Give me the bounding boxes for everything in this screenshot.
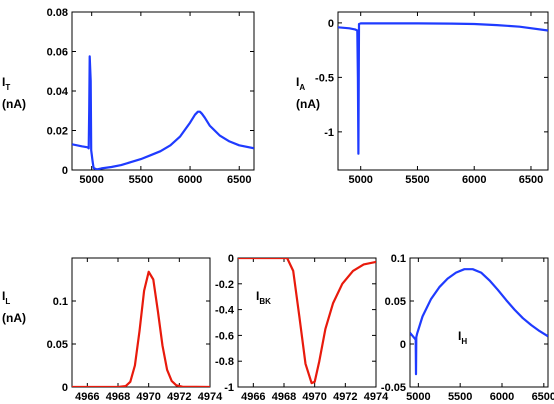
y-tick-label: 0.08 <box>47 7 68 19</box>
axes-frame <box>409 257 549 388</box>
axes-frame <box>337 11 549 171</box>
x-tick-label: 4970 <box>302 391 326 403</box>
x-tick-label: 5000 <box>348 174 372 186</box>
y-axis-unit: (nA) <box>2 311 26 325</box>
x-tick-label: 6000 <box>490 391 514 403</box>
y-tick-label: 0.05 <box>385 296 406 308</box>
panel-ibk: 4966 4968 4970 4972 4974 -1 -0.8 -0.6 -0.4 -0.2 0 I… <box>215 253 389 403</box>
x-tick-label: 4974 <box>198 391 223 403</box>
x-tick-label: 5000 <box>79 174 103 186</box>
y-tick-label: 0 <box>62 165 68 177</box>
y-axis-unit: (nA) <box>296 97 320 111</box>
x-tick-label: 4968 <box>106 391 130 403</box>
x-tick-label: 6500 <box>227 174 251 186</box>
panel-il: 4966 4968 4970 4972 4974 0 0.05 0.1 IL (nA) <box>2 257 223 403</box>
y-axis-label: IH <box>458 329 467 346</box>
y-tick-label: -0.05 <box>381 382 406 394</box>
y-tick-label: 0.1 <box>53 296 68 308</box>
y-axis-label: IA <box>296 75 305 92</box>
axes-frame <box>71 11 255 171</box>
x-tick-label: 4966 <box>241 391 265 403</box>
y-tick-label: 0 <box>62 382 68 394</box>
y-axis-label: IT <box>2 75 10 92</box>
y-axis-label: IBK <box>256 289 271 306</box>
series-line <box>72 55 254 170</box>
panel-it: 5000 5500 6000 6500 0 0.02 0.04 0.06 0.08 IT (nA) <box>2 7 255 186</box>
x-tick-label: 4972 <box>333 391 357 403</box>
x-tick-label: 5500 <box>129 174 153 186</box>
y-tick-label: 0.06 <box>47 47 68 59</box>
y-tick-label: 0 <box>400 339 406 351</box>
y-tick-label: 0.04 <box>47 86 69 98</box>
panel-ia: 5000 5500 6000 6500 -1 -0.5 0 IA (nA) <box>296 11 549 186</box>
series-line <box>238 258 376 385</box>
x-tick-label: 4970 <box>136 391 160 403</box>
y-tick-label: -0.4 <box>215 305 235 317</box>
y-tick-label: -0.8 <box>215 356 234 368</box>
x-tick-label: 6000 <box>462 174 486 186</box>
x-tick-label: 5500 <box>448 391 472 403</box>
series-line <box>338 22 548 155</box>
y-tick-label: -1 <box>224 382 234 394</box>
x-tick-label: 4972 <box>167 391 191 403</box>
x-tick-label: 4968 <box>272 391 296 403</box>
x-tick-label: 4966 <box>75 391 99 403</box>
y-tick-label: -1 <box>324 127 334 139</box>
y-axis-unit: (nA) <box>2 97 26 111</box>
y-tick-label: 0.05 <box>47 339 68 351</box>
x-tick-label: 6000 <box>178 174 202 186</box>
x-tick-label: 4974 <box>364 391 389 403</box>
y-tick-label: 0 <box>328 18 334 30</box>
y-tick-label: -0.6 <box>215 330 234 342</box>
series-line <box>410 268 548 376</box>
series-line <box>72 270 210 387</box>
y-tick-label: -0.2 <box>215 279 234 291</box>
x-tick-label: 6500 <box>519 174 543 186</box>
x-tick-label: 6500 <box>532 391 554 403</box>
y-tick-label: 0 <box>228 253 234 265</box>
y-tick-label: -0.5 <box>315 72 334 84</box>
x-tick-label: 5000 <box>406 391 430 403</box>
x-tick-label: 5500 <box>405 174 429 186</box>
y-tick-label: 0.02 <box>47 126 68 138</box>
y-axis-label: IL <box>2 289 10 306</box>
y-tick-label: 0.1 <box>391 253 406 265</box>
panel-ih: 5000 5500 6000 6500 -0.05 0 0.05 0.1 IH <box>381 253 554 403</box>
